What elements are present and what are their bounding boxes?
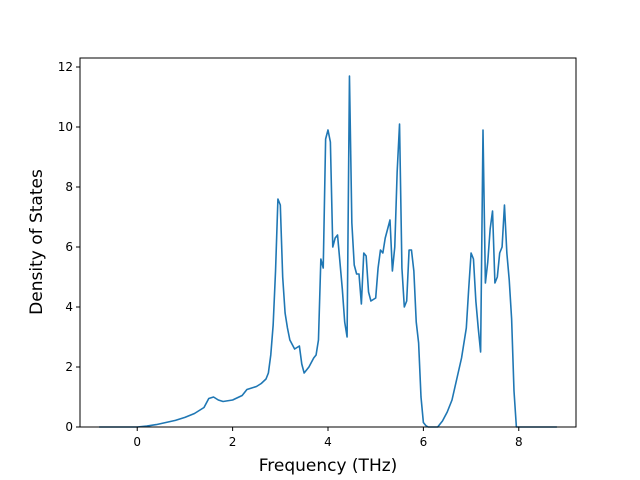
y-axis-title: Density of States: [27, 169, 47, 315]
x-tick-label: 8: [515, 435, 523, 449]
x-tick-label: 4: [324, 435, 332, 449]
y-tick-label: 0: [65, 420, 73, 434]
y-tick-label: 12: [58, 60, 73, 74]
dos-series-line-0: [99, 75, 557, 428]
x-tick-label: 0: [133, 435, 141, 449]
x-axis-title: Frequency (THz): [259, 456, 398, 476]
x-tick-label: 2: [229, 435, 237, 449]
y-tick-label: 6: [65, 240, 73, 254]
y-ticks: 0 2 4 6 8 10 12: [58, 60, 80, 434]
y-tick-label: 2: [65, 360, 73, 374]
y-tick-label: 10: [58, 120, 73, 134]
y-tick-label: 4: [65, 300, 73, 314]
y-tick-label: 8: [65, 180, 73, 194]
x-tick-label: 6: [420, 435, 428, 449]
x-ticks: 0 2 4 6 8: [133, 427, 523, 449]
series-layer: [99, 75, 557, 428]
